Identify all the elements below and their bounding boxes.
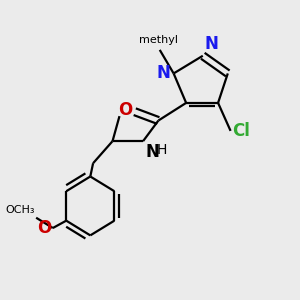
Text: O: O bbox=[37, 219, 51, 237]
Text: N: N bbox=[146, 142, 160, 160]
Text: Cl: Cl bbox=[232, 122, 250, 140]
Text: OCH₃: OCH₃ bbox=[5, 205, 35, 215]
Text: methyl: methyl bbox=[139, 35, 178, 46]
Text: O: O bbox=[118, 101, 133, 119]
Text: N: N bbox=[157, 64, 171, 82]
Text: N: N bbox=[204, 35, 218, 53]
Text: H: H bbox=[156, 142, 167, 157]
